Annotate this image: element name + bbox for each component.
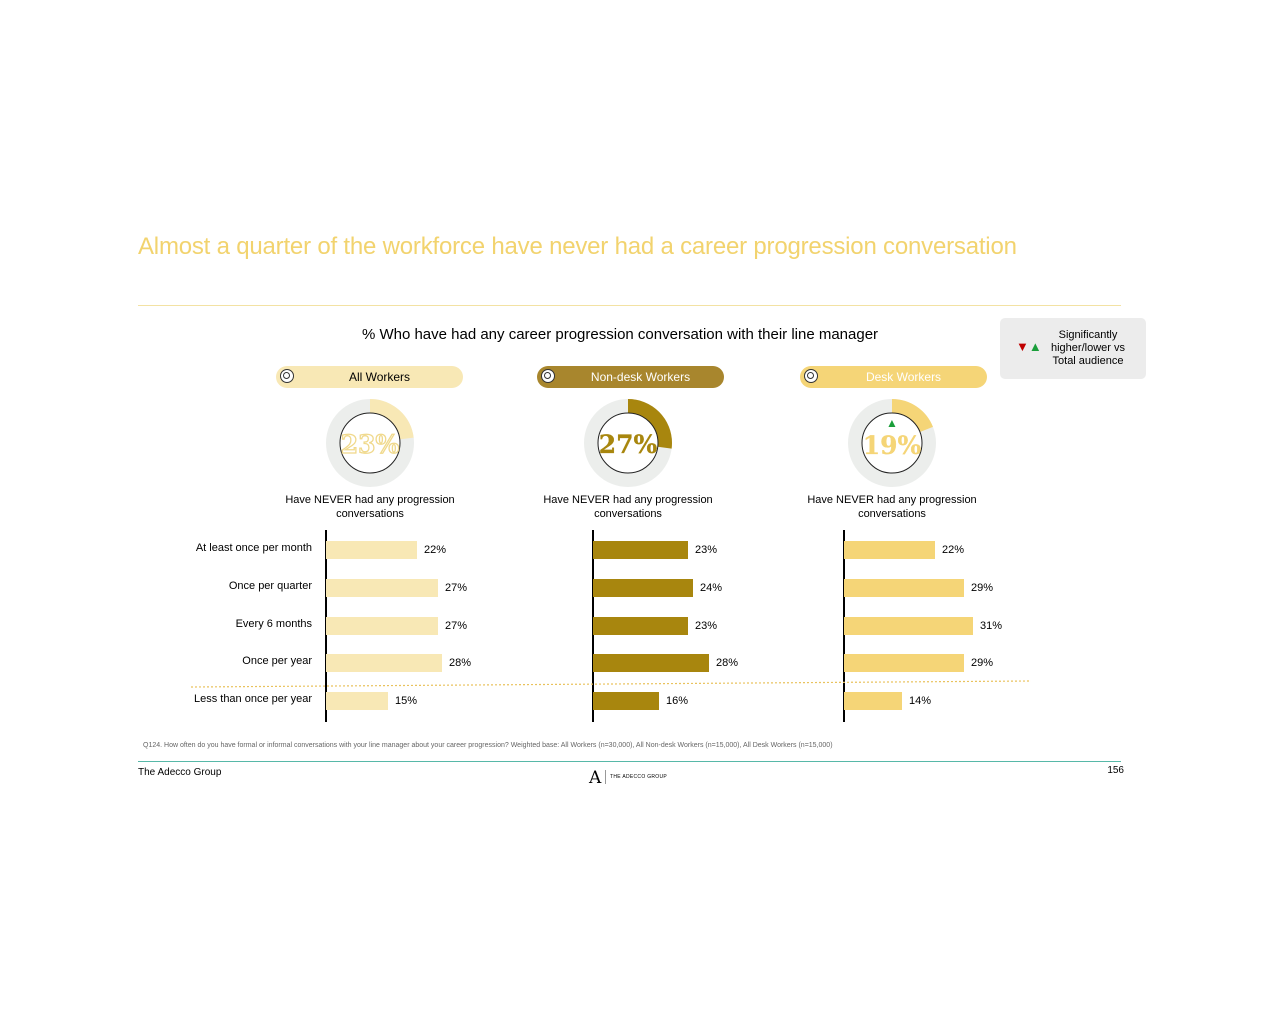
segment-pill-desk-workers: Desk Workers xyxy=(800,366,987,388)
bar xyxy=(326,617,438,635)
adecco-logo-text: THE ADECCO GROUP xyxy=(610,774,668,780)
donut-arc xyxy=(584,399,672,487)
title-divider xyxy=(138,305,1121,306)
bar-value-label: 23% xyxy=(695,620,718,632)
bar xyxy=(593,617,688,635)
bar-value-label: 28% xyxy=(449,657,472,669)
adecco-logo-icon: A xyxy=(589,768,602,788)
up-triangle-icon: ▲ xyxy=(1028,339,1042,354)
bar xyxy=(593,692,659,710)
bar-value-label: 27% xyxy=(445,620,468,632)
significance-legend-icon: ▼▲ xyxy=(1016,340,1042,353)
footnote: Q124. How often do you have formal or in… xyxy=(143,742,833,749)
footer-company: The Adecco Group xyxy=(138,767,222,778)
page-number: 156 xyxy=(1107,765,1124,776)
page-title: Almost a quarter of the workforce have n… xyxy=(138,233,1017,260)
category-label: Less than once per year xyxy=(193,693,312,705)
segment-pill-non-desk-workers: Non-desk Workers xyxy=(537,366,724,388)
category-label: Every 6 months xyxy=(235,618,312,630)
logo-divider xyxy=(605,770,606,784)
bar xyxy=(326,579,438,597)
donut-arc xyxy=(848,399,936,487)
significance-up-icon: ▲ xyxy=(886,416,898,430)
donut-center xyxy=(597,412,659,474)
bar xyxy=(844,617,973,635)
donut-arc xyxy=(326,399,414,487)
bar-axis xyxy=(843,530,845,722)
bar-value-label: 24% xyxy=(700,582,723,594)
donut-value-label: 19% xyxy=(863,431,922,460)
significance-legend xyxy=(1000,318,1146,379)
donut-value-label: 23% xyxy=(341,430,400,459)
bar xyxy=(593,654,709,672)
donut-center xyxy=(861,412,923,474)
category-label: Once per quarter xyxy=(228,580,312,592)
segment-pill-all-workers: All Workers xyxy=(276,366,463,388)
segment-pill-label: Non-desk Workers xyxy=(590,370,691,384)
donut-caption: Have NEVER had any progression conversat… xyxy=(285,494,455,520)
bar-value-label: 28% xyxy=(716,657,739,669)
bar-value-label: 14% xyxy=(909,695,932,707)
separator-dotted-line xyxy=(191,680,1032,688)
segment-pill-label: Desk Workers xyxy=(865,370,942,384)
category-label: At least once per month xyxy=(195,542,312,554)
bar xyxy=(844,654,964,672)
bar xyxy=(844,541,935,559)
bar-axis xyxy=(325,530,327,722)
bar-value-label: 22% xyxy=(942,544,965,556)
bar-value-label: 29% xyxy=(971,582,994,594)
target-icon xyxy=(804,369,818,383)
bar-value-label: 27% xyxy=(445,582,468,594)
bar xyxy=(326,692,388,710)
target-icon xyxy=(541,369,555,383)
donut-caption: Have NEVER had any progression conversat… xyxy=(543,494,713,520)
bar-value-label: 31% xyxy=(980,620,1003,632)
bar-value-label: 16% xyxy=(666,695,689,707)
donut-chart: 19%▲ xyxy=(848,399,936,487)
chart-title: % Who have had any career progression co… xyxy=(361,326,879,343)
significance-legend-text: Significantly higher/lower vs Total audi… xyxy=(1051,329,1125,367)
target-icon xyxy=(280,369,294,383)
bar-value-label: 22% xyxy=(424,544,447,556)
footer-divider xyxy=(138,761,1121,762)
bar xyxy=(593,541,688,559)
donut-caption: Have NEVER had any progression conversat… xyxy=(807,494,977,520)
bar xyxy=(844,579,964,597)
bar-value-label: 23% xyxy=(695,544,718,556)
donut-center xyxy=(339,412,401,474)
bar-value-label: 29% xyxy=(971,657,994,669)
bar-axis xyxy=(592,530,594,722)
bar xyxy=(844,692,902,710)
segment-pill-label: All Workers xyxy=(348,370,411,384)
bar-value-label: 15% xyxy=(395,695,418,707)
donut-chart: 27% xyxy=(584,399,672,487)
bar xyxy=(326,541,417,559)
category-label: Once per year xyxy=(242,655,312,667)
bar xyxy=(326,654,442,672)
donut-chart: 23% xyxy=(326,399,414,487)
down-triangle-icon: ▼ xyxy=(1016,339,1029,354)
donut-value-label: 27% xyxy=(599,430,658,459)
bar xyxy=(593,579,693,597)
